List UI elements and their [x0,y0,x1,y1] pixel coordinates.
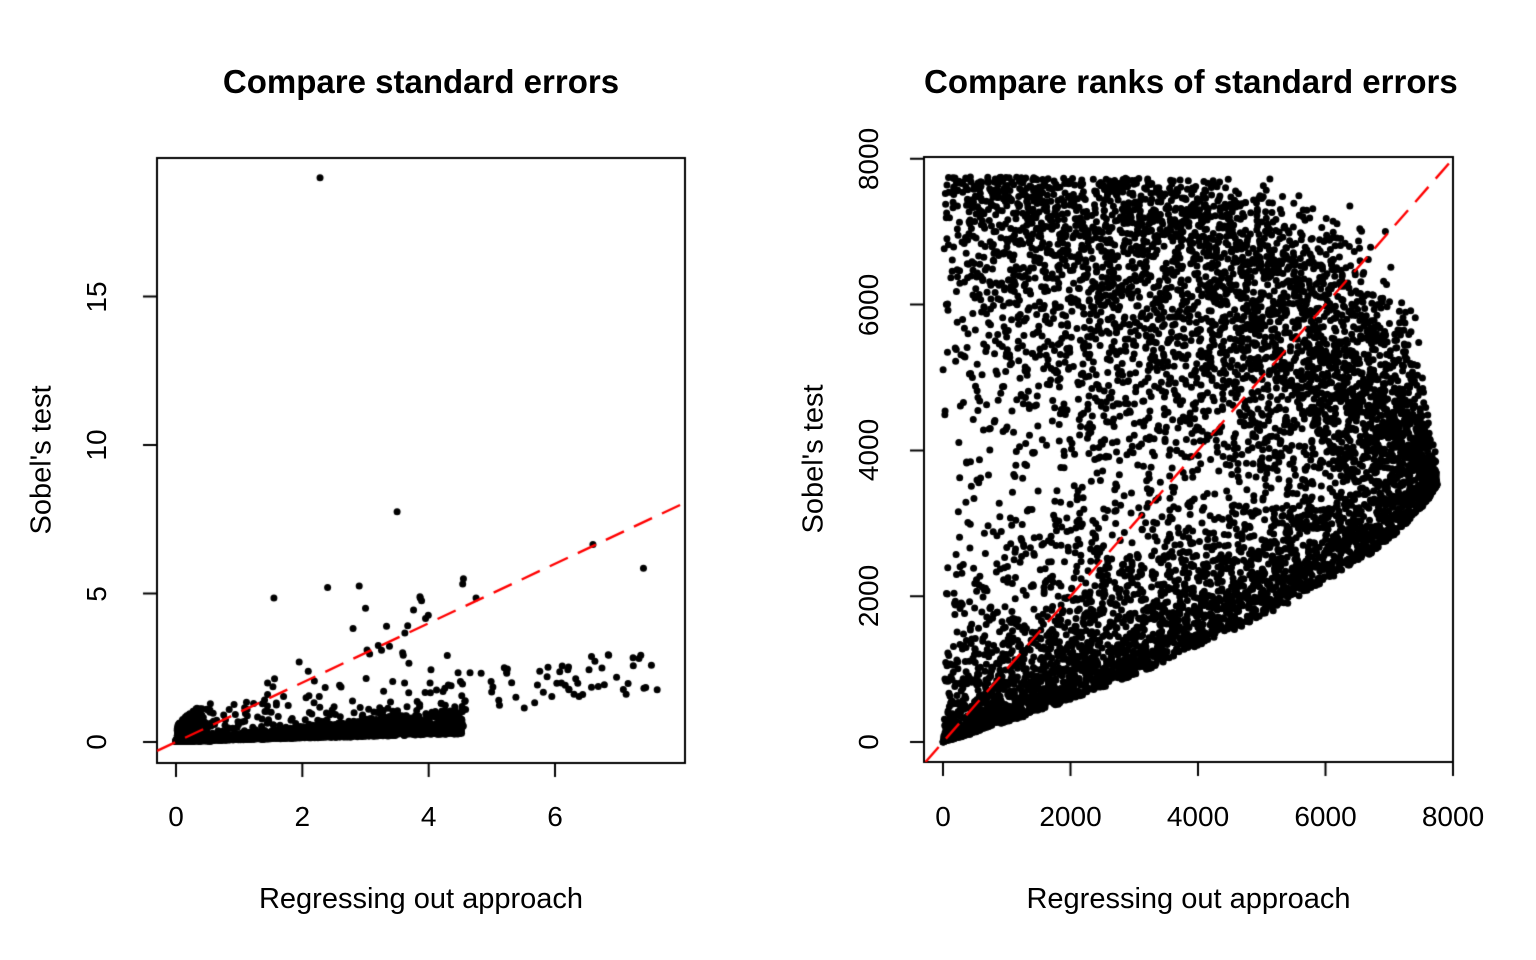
y-tick-label: 5 [81,585,112,602]
y-tick-label: 0 [853,734,884,750]
y-tick-label: 10 [81,429,112,461]
x-tick-label: 2 [294,801,311,832]
y-tick-label: 0 [81,734,112,750]
x-tick-label: 6000 [1294,801,1357,832]
x-tick-label: 4 [420,801,437,832]
left-plot-title: Compare standard errors [222,63,620,100]
y-tick-label: 8000 [853,127,884,190]
x-tick-label: 0 [935,801,951,832]
left-x-axis-label: Regressing out approach [258,883,584,915]
x-tick-label: 6 [547,801,563,832]
y-tick-label: 15 [81,280,112,313]
left-y-axis-label: Sobel's test [25,385,58,535]
y-tick-label: 4000 [853,419,884,482]
right-x-axis-label: Regressing out approach [1026,883,1351,915]
y-tick-label: 2000 [853,565,884,628]
x-tick-label: 2000 [1039,801,1102,832]
right-plot-title: Compare ranks of standard errors [924,63,1458,100]
x-tick-label: 4000 [1166,801,1230,832]
y-tick-label: 6000 [853,273,884,336]
right-y-axis-label: Sobel's test [797,384,830,534]
x-tick-label: 0 [168,801,184,832]
x-tick-label: 8000 [1421,801,1485,832]
